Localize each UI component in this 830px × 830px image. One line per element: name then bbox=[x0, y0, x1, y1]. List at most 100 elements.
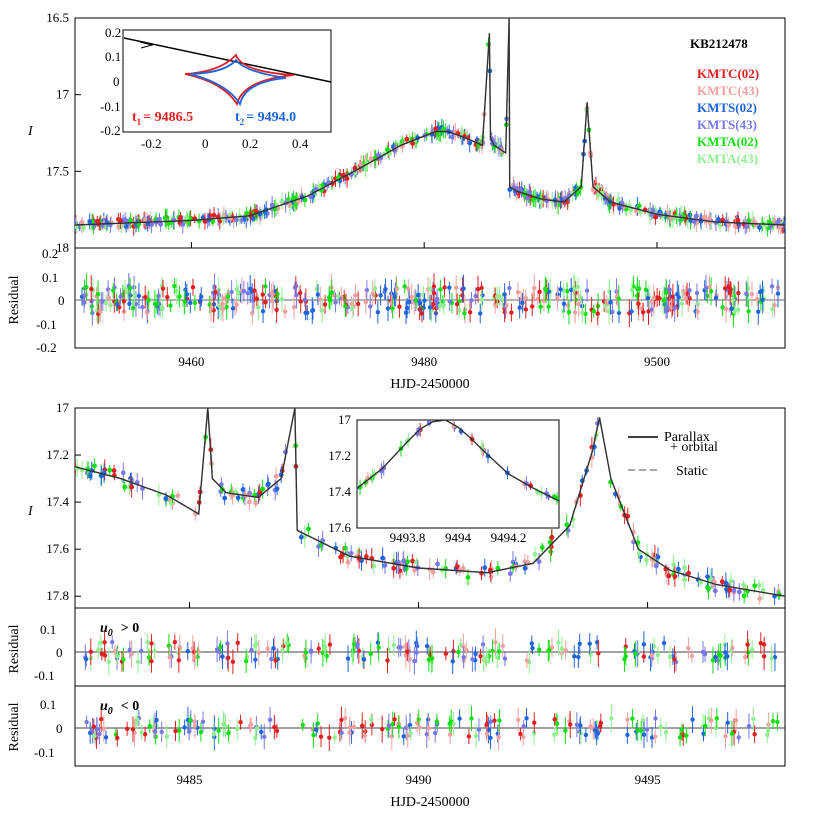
residual-neg-point bbox=[360, 723, 365, 728]
data-point bbox=[129, 484, 135, 490]
top-residual-point bbox=[584, 288, 590, 293]
data-point bbox=[265, 481, 271, 487]
residual-neg-point bbox=[314, 727, 319, 733]
ytick-label: 17.2 bbox=[46, 447, 69, 462]
top-residual-point bbox=[749, 291, 755, 297]
residual-pos-point bbox=[500, 643, 505, 649]
residual-neg-point bbox=[401, 734, 406, 739]
residual-neg-point bbox=[638, 728, 644, 734]
residual-neg-point bbox=[417, 725, 422, 730]
xtick-label: 9480 bbox=[411, 354, 437, 369]
top-residual-point bbox=[363, 299, 369, 305]
res-neg-tick-1: 0 bbox=[56, 721, 63, 736]
data-point bbox=[719, 579, 725, 585]
top-residual-point bbox=[507, 285, 512, 291]
top-residual-point bbox=[441, 302, 446, 308]
residual-neg-point bbox=[595, 730, 601, 736]
data-point bbox=[595, 184, 600, 190]
data-point bbox=[549, 534, 555, 540]
residual-pos-point bbox=[412, 658, 417, 664]
residual-pos-point bbox=[115, 654, 120, 659]
top-residual-point bbox=[520, 300, 525, 306]
residual-neg-point bbox=[159, 729, 164, 735]
data-point bbox=[760, 587, 766, 593]
residual-pos-point bbox=[139, 648, 144, 654]
residual-neg-point bbox=[91, 724, 96, 729]
top-residual-point bbox=[252, 288, 257, 293]
residual-pos-point bbox=[322, 644, 328, 649]
top-residual-point bbox=[580, 310, 585, 316]
residual-pos-point bbox=[470, 657, 475, 662]
top-residual-point bbox=[115, 302, 120, 307]
data-point bbox=[726, 222, 732, 228]
top-residual-point bbox=[591, 309, 597, 314]
residual-neg-point bbox=[407, 722, 413, 728]
top-residual-point bbox=[160, 306, 165, 311]
data-point bbox=[380, 555, 386, 561]
legend-entry: KMTS(43) bbox=[697, 117, 757, 132]
top-residual-point bbox=[775, 291, 781, 296]
residual-neg-point bbox=[92, 733, 97, 739]
top-residual-point bbox=[447, 285, 452, 290]
ytick-label: 17.4 bbox=[46, 494, 69, 509]
data-point bbox=[368, 156, 374, 161]
residual-pos-point bbox=[214, 647, 220, 652]
residual-pos-point bbox=[576, 654, 581, 660]
top-residual-point bbox=[722, 286, 728, 291]
data-point bbox=[274, 486, 280, 492]
residual-neg-point bbox=[101, 726, 107, 731]
residual-neg-point bbox=[568, 722, 573, 727]
top-residual-point bbox=[329, 290, 334, 295]
data-point bbox=[682, 577, 688, 583]
residual-pos-point bbox=[98, 640, 104, 646]
top-residual-point bbox=[294, 292, 299, 298]
residual-neg-point bbox=[709, 718, 714, 723]
top-residual-point bbox=[703, 285, 709, 291]
top-residual-point bbox=[760, 297, 765, 302]
top-residual-point bbox=[726, 284, 731, 289]
top-residual-point bbox=[397, 304, 402, 309]
residual-neg-point bbox=[327, 735, 332, 740]
top-residual-point bbox=[84, 284, 89, 290]
residual-neg-point bbox=[262, 734, 267, 740]
top-residual-point bbox=[427, 286, 433, 292]
data-point bbox=[757, 225, 762, 230]
top-residual-point bbox=[457, 308, 462, 313]
top-residual-point bbox=[177, 294, 182, 299]
data-point bbox=[338, 554, 344, 560]
top-residual-point bbox=[442, 285, 447, 290]
top-residual-point bbox=[260, 308, 266, 314]
residual-neg-point bbox=[267, 717, 273, 722]
residual-pos-point bbox=[127, 647, 132, 653]
data-point bbox=[352, 165, 358, 171]
top-residual-point bbox=[504, 302, 509, 308]
data-point bbox=[459, 130, 465, 136]
inset-peak-ytick: 17.2 bbox=[328, 448, 351, 463]
residual-pos-point bbox=[135, 659, 141, 665]
data-point bbox=[536, 559, 542, 565]
residual-neg-point bbox=[216, 728, 221, 733]
residual-neg-point bbox=[238, 719, 243, 725]
data-point bbox=[756, 582, 762, 588]
residual-neg-point bbox=[714, 716, 720, 721]
residual-pos-point bbox=[281, 643, 286, 649]
top-residual-point bbox=[372, 286, 378, 291]
residual-pos-point bbox=[559, 646, 565, 651]
residual-neg-point bbox=[644, 727, 650, 732]
top-residual-point bbox=[731, 293, 737, 299]
ytick-label: 17.6 bbox=[46, 541, 69, 556]
top-residual-point bbox=[108, 303, 113, 308]
residual-pos-point bbox=[496, 649, 502, 654]
data-point bbox=[180, 222, 186, 227]
top-residual-point bbox=[754, 296, 760, 302]
residual-pos-point bbox=[761, 654, 767, 659]
residual-pos-point bbox=[252, 643, 258, 648]
top-residual-point bbox=[616, 310, 622, 316]
data-point bbox=[698, 579, 703, 585]
residual-neg-point bbox=[723, 734, 728, 739]
top-residual-point bbox=[494, 294, 500, 299]
data-point bbox=[81, 225, 86, 231]
top-residual-point bbox=[208, 306, 214, 311]
residual-pos-point bbox=[152, 648, 157, 654]
data-point bbox=[279, 199, 285, 204]
